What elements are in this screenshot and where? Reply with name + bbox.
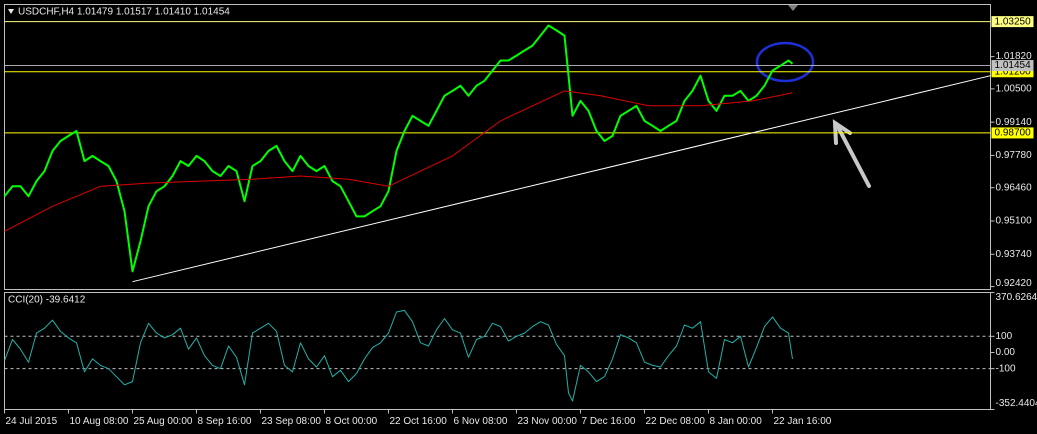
shift-marker [788, 5, 798, 11]
arrow-head [832, 119, 852, 145]
menu-triangle[interactable] [8, 9, 14, 14]
series-line [4, 309, 793, 402]
cci-panel-frame [4, 292, 991, 410]
x-tick-label: 8 Oct 00:00 [326, 416, 378, 427]
level-label-box [991, 66, 1034, 78]
x-tick-label: 23 Nov 00:00 [518, 416, 578, 427]
level-label: 1.01200 [995, 66, 1032, 77]
level-label: 1.03250 [995, 16, 1032, 27]
last-price-label: 1.01454 [995, 60, 1032, 71]
chart-title: USDCHF,H4 1.01479 1.01517 1.01410 1.0145… [18, 7, 230, 18]
series-line [4, 90, 793, 232]
x-tick-label: 7 Dec 16:00 [582, 416, 636, 427]
y-tick-label: -352.4404 [996, 398, 1037, 409]
level-label: 0.98700 [995, 128, 1032, 139]
x-tick-label: 22 Jan 16:00 [774, 416, 832, 427]
x-tick-label: 10 Aug 08:00 [70, 416, 129, 427]
price-panel-frame [4, 4, 991, 290]
y-tick-label: -100 [996, 363, 1016, 374]
x-tick-label: 23 Sep 08:00 [262, 416, 322, 427]
highlight-ellipse [755, 41, 815, 83]
x-tick-label: 24 Jul 2015 [6, 416, 58, 427]
series-line [132, 75, 991, 283]
last-price-box [991, 60, 1034, 72]
y-tick-label: 0.95100 [996, 216, 1033, 227]
level-label-box [991, 127, 1034, 139]
level-label-box [991, 16, 1034, 28]
y-tick-label: 370.6264 [996, 292, 1037, 303]
x-tick-label: 22 Dec 08:00 [646, 416, 706, 427]
y-tick-label: 1.01820 [996, 51, 1033, 62]
x-tick-label: 8 Sep 16:00 [198, 416, 252, 427]
y-tick-label: 0.00 [996, 347, 1016, 358]
arrow-shaft [836, 125, 871, 188]
y-tick-label: 0.96460 [996, 182, 1033, 193]
x-tick-label: 25 Aug 00:00 [134, 416, 193, 427]
arrow [832, 119, 871, 188]
x-tick-label: 22 Oct 16:00 [390, 416, 448, 427]
y-tick-label: 0.92420 [996, 278, 1033, 289]
x-tick-label: 8 Jan 00:00 [710, 416, 763, 427]
y-tick-label: 0.99140 [996, 117, 1033, 128]
x-tick-label: 6 Nov 08:00 [454, 416, 508, 427]
series-line [3, 24, 794, 273]
y-tick-label: 1.00500 [996, 84, 1033, 95]
y-tick-label: 100 [996, 331, 1013, 342]
y-tick-label: 0.97780 [996, 150, 1033, 161]
indicator-title: CCI(20) -39.6412 [8, 295, 86, 306]
y-tick-label: 0.93740 [996, 249, 1033, 260]
